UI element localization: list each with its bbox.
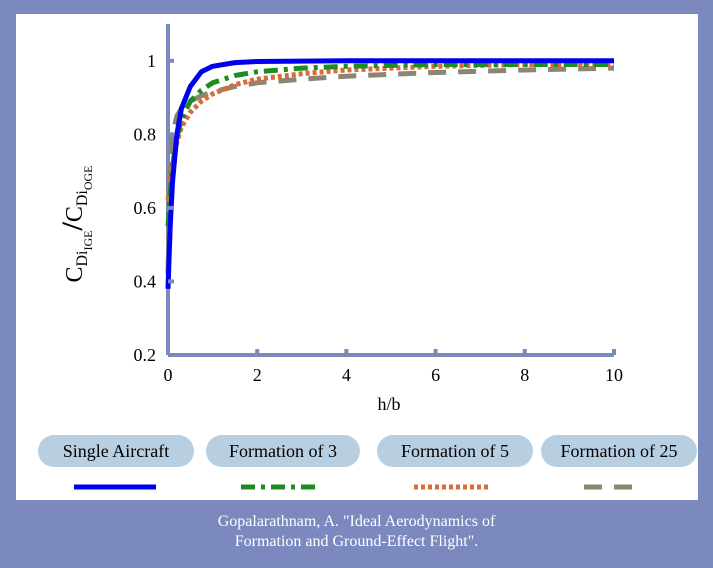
caption-line-2: Formation and Ground-Effect Flight". <box>234 533 479 550</box>
y-label-den-subsub: OGE <box>81 165 95 190</box>
series-layer <box>165 58 615 289</box>
y-label-num-sub: Di <box>74 250 91 267</box>
y-label-num-base: C <box>62 267 88 283</box>
x-tick-label: 2 <box>253 365 262 385</box>
y-axis-label: CDiIGE/CDiOGE <box>56 165 95 282</box>
x-axis-label: h/b <box>377 394 400 414</box>
x-tick-label: 4 <box>342 365 351 385</box>
y-tick-label: 0.2 <box>134 345 157 365</box>
legend-item-formation-25: Formation of 25 <box>541 435 697 467</box>
ticks-layer: 0 2 4 6 8 10 0.2 0.4 0.6 0.8 1 <box>134 51 624 385</box>
x-tick-label: 10 <box>605 365 623 385</box>
legend-item-single-aircraft: Single Aircraft <box>38 435 194 467</box>
chart-panel: 0 2 4 6 8 10 0.2 0.4 0.6 0.8 1 h/b CDiIGE/CDiOGE S… <box>16 14 698 500</box>
legend-item-formation-3: Formation of 3 <box>206 435 360 467</box>
chart-svg: 0 2 4 6 8 100.20.40.60.81 h/b CDiIGE/CDiOGE <box>56 24 644 490</box>
x-tick-label: 6 <box>431 365 440 385</box>
caption-line-1: Gopalarathnam, A. "Ideal Aerodynamics of <box>217 513 496 530</box>
y-tick-label: 0.4 <box>134 271 157 291</box>
y-label-separator: / <box>56 222 89 232</box>
series-line-3 <box>165 65 615 275</box>
x-tick-label: 8 <box>520 365 529 385</box>
x-tick-label: 0 <box>164 365 173 385</box>
y-label-den-sub: Di <box>74 190 91 207</box>
y-label-num-subsub: IGE <box>81 231 95 251</box>
series-line-0 <box>165 58 614 289</box>
legend-item-formation-5: Formation of 5 <box>377 435 533 467</box>
y-label-den-base: C <box>62 206 88 222</box>
y-tick-label: 0.6 <box>134 198 157 218</box>
citation-caption: Gopalarathnam, A. "Ideal Aerodynamics of… <box>0 512 713 552</box>
y-tick-label: 1 <box>147 51 156 71</box>
y-tick-label: 0.8 <box>134 124 157 144</box>
